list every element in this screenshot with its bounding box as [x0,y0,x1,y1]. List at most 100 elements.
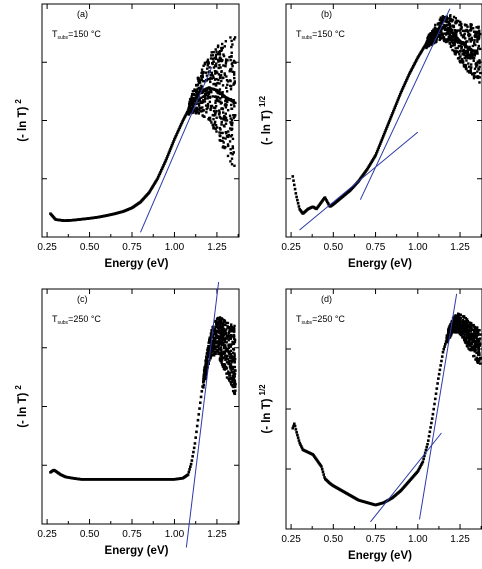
data-point [217,66,220,70]
data-point [214,48,217,51]
data-point [221,322,224,326]
data-point [434,392,438,396]
data-point [478,344,481,347]
data-point [219,66,222,69]
data-point [224,367,227,370]
data-point [232,73,236,76]
data-point [418,466,422,469]
data-point [215,321,218,324]
data-point [220,350,223,354]
panel-letter: (d) [321,294,332,304]
data-point [212,339,216,343]
x-axis-label: Energy (eV) [348,258,412,270]
substrate-temperature-label: Tsubs=150 °C [296,29,345,41]
data-point [446,29,449,32]
data-point [229,160,232,163]
data-point [227,98,230,101]
data-point [160,169,163,172]
data-point [211,74,215,77]
data-point [474,33,478,36]
data-point [232,59,236,63]
data-point [225,376,229,379]
data-point [438,368,442,372]
data-point [465,333,469,336]
data-point [215,70,218,73]
data-point [230,361,233,364]
data-point [214,111,217,114]
data-point [472,74,476,77]
data-point [231,377,234,380]
data-point [230,328,233,332]
data-point [231,153,234,156]
data-point [202,383,205,387]
data-point [385,127,388,130]
data-point [449,44,453,48]
data-point [232,71,236,74]
data-point [469,29,473,32]
data-point [198,104,201,107]
data-point [196,83,200,86]
data-point [463,53,466,57]
data-point [214,350,217,353]
data-point [454,38,457,41]
data-point [230,45,233,49]
data-point [293,422,296,426]
data-point [232,102,236,105]
data-point [439,37,442,41]
data-point [190,109,193,113]
data-point [466,340,470,343]
data-point [205,358,208,361]
data-point [227,144,230,148]
data-point [445,15,448,18]
data-point [226,109,230,112]
data-point [458,52,461,56]
data-point [448,37,451,41]
data-point [459,27,462,30]
data-point [401,87,404,91]
data-point [233,365,237,369]
data-point [462,64,466,67]
data-point [298,441,302,445]
data-point [232,326,236,329]
fit-line [299,131,419,231]
y-axis-label-exponent: 2 [14,99,23,104]
data-point [453,40,457,43]
data-point [430,38,434,41]
data-point [465,324,468,328]
data-point [232,391,236,395]
x-axis-label: Energy (eV) [105,258,169,270]
data-point [196,92,200,96]
data-point [449,19,452,22]
data-point [219,322,222,326]
data-point [467,65,471,68]
data-point [461,59,464,62]
data-point [208,66,211,69]
data-point [460,60,463,64]
data-point [166,155,169,158]
data-point [440,21,443,25]
data-point [465,342,468,345]
data-point [224,358,227,361]
data-point [221,146,225,149]
data-point [445,27,448,31]
data-point [231,64,234,68]
data-point [232,348,236,351]
data-point [232,359,236,363]
data-point [223,115,227,119]
data-point [229,79,232,83]
data-point [203,100,207,103]
data-point [296,198,299,202]
data-point [212,87,215,91]
data-point [205,360,208,363]
data-point [475,336,478,339]
data-point [220,101,223,104]
data-point [220,79,223,83]
data-point [461,53,464,56]
data-point [211,123,214,127]
data-point [458,327,461,330]
data-point [212,118,215,121]
x-tick-label: 1.25 [207,242,227,253]
data-point [214,95,217,98]
data-point [214,53,218,57]
data-point [437,377,440,380]
